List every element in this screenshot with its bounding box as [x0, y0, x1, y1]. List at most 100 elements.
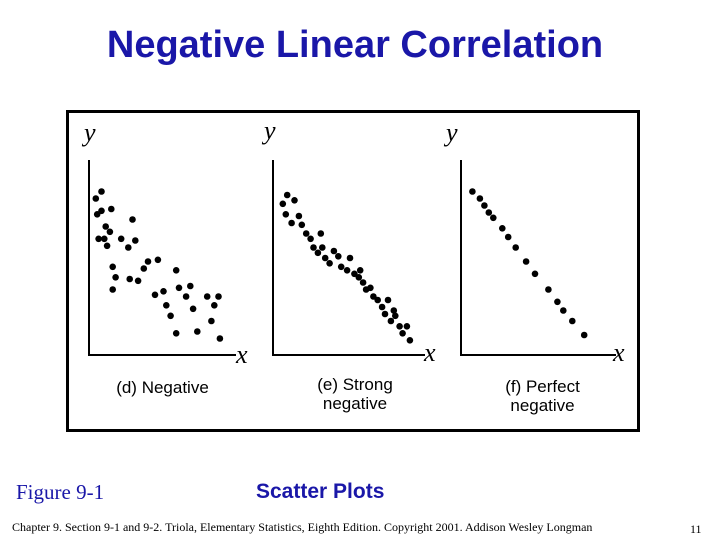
- plot-d-point-8: [106, 228, 114, 236]
- plot-d-point-10: [109, 263, 116, 271]
- slide-title: Negative Linear Correlation: [106, 24, 604, 66]
- plot-d-ylabel: y: [84, 118, 96, 147]
- plot-e-point-3: [288, 219, 295, 227]
- plot-f-caption-line1: (f) Perfect: [505, 377, 580, 396]
- plot-e-point-20: [355, 274, 363, 281]
- plot-e-point-29: [387, 317, 395, 325]
- plot-d-point-37: [216, 335, 224, 342]
- plot-e-point-17: [343, 267, 351, 274]
- plot-e-point-31: [396, 323, 403, 330]
- plot-d-point-22: [163, 302, 170, 309]
- plot-e-point-12: [321, 254, 329, 262]
- plot-d-point-23: [151, 291, 159, 299]
- plot-d-point-19: [140, 265, 148, 272]
- plot-e-point-33: [403, 323, 411, 330]
- plot-f-axes: [460, 160, 616, 356]
- section-title: Scatter Plots: [256, 480, 385, 503]
- plot-f-point-3: [485, 209, 493, 216]
- plot-f-point-14: [580, 331, 588, 339]
- plot-f-point-4: [490, 214, 497, 222]
- plot-e-point-18: [346, 254, 354, 262]
- plot-d-point-18: [134, 277, 142, 285]
- plot-e-point-26: [378, 303, 386, 311]
- plot-d-point-0: [92, 195, 100, 202]
- plot-d-xlabel: x: [236, 340, 248, 369]
- plot-f-point-6: [504, 233, 512, 241]
- plot-d-point-20: [144, 258, 152, 265]
- plot-d-point-34: [208, 317, 215, 325]
- plot-d-point-21: [154, 256, 162, 264]
- plot-e-point-32: [399, 330, 406, 337]
- plot-d-point-30: [187, 282, 194, 290]
- plot-d-point-11: [109, 286, 116, 293]
- plot-e-point-15: [335, 252, 342, 260]
- plot-f: [460, 160, 616, 356]
- plot-d-point-31: [189, 305, 197, 313]
- plot-f-point-0: [469, 188, 476, 195]
- plot-d-point-17: [132, 237, 139, 244]
- plot-d-axes: [88, 160, 236, 356]
- plot-e-point-11: [319, 244, 326, 251]
- plot-f-caption: (f) Perfect negative: [475, 377, 610, 415]
- plot-f-point-12: [560, 307, 567, 314]
- plot-e-point-9: [310, 244, 317, 251]
- plot-d-point-33: [203, 293, 211, 300]
- plot-e-point-19: [351, 270, 358, 278]
- plot-d-point-15: [126, 275, 133, 283]
- plot-d-point-29: [182, 293, 190, 300]
- plot-e-point-35: [390, 307, 398, 314]
- plot-d-point-9: [108, 205, 115, 213]
- plot-f-point-1: [476, 195, 484, 202]
- plot-d-point-36: [215, 293, 222, 300]
- plot-f-point-2: [481, 202, 488, 209]
- plot-e-point-25: [374, 296, 382, 304]
- plot-f-point-7: [512, 244, 519, 251]
- plot-d-point-7: [103, 242, 111, 250]
- plot-e-point-37: [317, 230, 325, 237]
- plot-e-point-23: [367, 284, 374, 292]
- plot-e-axes: [272, 160, 425, 356]
- plot-f-point-13: [569, 317, 576, 325]
- plot-e-point-0: [279, 200, 287, 208]
- plot-e-point-8: [307, 235, 314, 243]
- plot-e-point-5: [295, 212, 303, 220]
- plot-e-point-4: [291, 197, 298, 204]
- plot-d-point-26: [172, 267, 180, 274]
- plot-e-point-1: [282, 211, 290, 218]
- plot-f-point-8: [522, 258, 530, 265]
- plot-e-point-6: [298, 221, 306, 229]
- plot-d-point-35: [211, 302, 218, 309]
- plot-d-point-3: [98, 207, 105, 215]
- plot-d-point-12: [112, 274, 119, 281]
- plot-f-xlabel: x: [613, 338, 625, 367]
- plot-d-point-16: [129, 216, 136, 223]
- plot-e-point-13: [326, 260, 333, 267]
- plot-d-point-4: [98, 188, 105, 195]
- plot-e-point-2: [283, 191, 291, 199]
- plot-d-point-2: [95, 235, 102, 243]
- plot-f-point-11: [554, 298, 561, 306]
- plot-f-point-9: [531, 270, 539, 278]
- plot-e-point-27: [381, 310, 389, 318]
- plot-e-point-28: [384, 296, 392, 304]
- plot-e-point-36: [356, 267, 364, 274]
- plot-f-ylabel: y: [446, 118, 458, 147]
- plot-e-xlabel: x: [424, 338, 436, 367]
- plot-e-point-10: [314, 249, 322, 257]
- plot-d-point-27: [175, 284, 183, 292]
- figure-label: Figure 9-1: [16, 480, 105, 504]
- plot-e-caption: (e) Strong negative: [290, 375, 420, 413]
- plot-e-ylabel: y: [264, 116, 276, 145]
- plot-e: [272, 160, 425, 356]
- plot-d-point-5: [101, 235, 108, 243]
- plot-d-point-13: [117, 235, 125, 243]
- plot-d-point-6: [102, 223, 109, 230]
- plot-e-point-16: [337, 263, 345, 271]
- plot-d-point-24: [160, 288, 167, 295]
- plot-e-point-34: [406, 337, 414, 344]
- plot-d: [88, 160, 236, 356]
- plot-e-caption-line1: (e) Strong: [317, 375, 393, 394]
- plot-f-point-5: [499, 225, 506, 232]
- page-number: 11: [690, 522, 702, 536]
